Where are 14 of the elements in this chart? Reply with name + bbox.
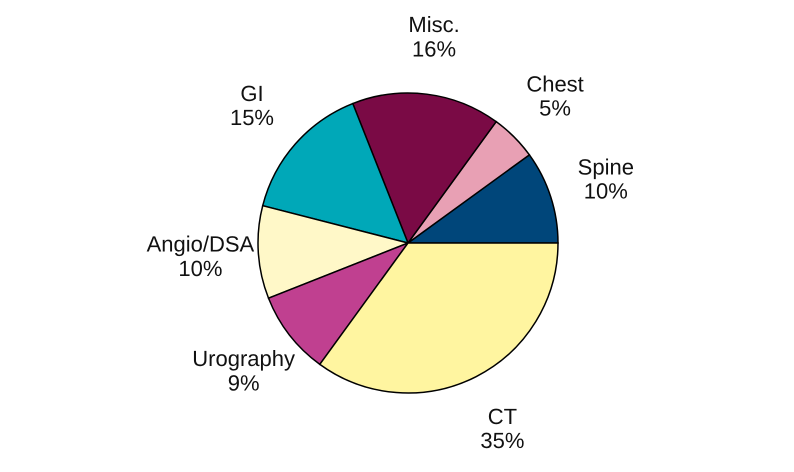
slice-label: Spine <box>578 154 634 180</box>
data-label: 10% <box>584 178 628 204</box>
data-label: 9% <box>228 370 260 396</box>
slice-label: Angio/DSA <box>146 232 255 257</box>
data-label: 10% <box>178 256 222 281</box>
slice-label: CT <box>488 404 518 429</box>
data-label: 5% <box>539 96 571 121</box>
slice-label: Urography <box>192 346 296 372</box>
data-label: 15% <box>230 105 274 130</box>
data-label: 16% <box>412 36 456 62</box>
data-label: 35% <box>480 428 524 454</box>
slice-label: Misc. <box>408 12 460 38</box>
slice-label: Chest <box>526 72 584 97</box>
slice-label: GI <box>240 81 264 106</box>
